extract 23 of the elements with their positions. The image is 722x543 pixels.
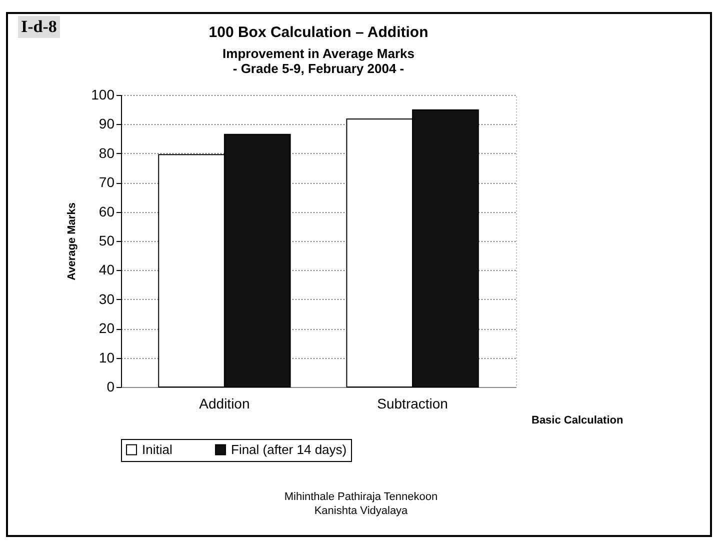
y-tick-label: 70 [98,174,115,190]
y-tick-label: 90 [98,116,115,132]
y-tick-label: 0 [106,378,115,394]
legend-label: Initial [142,442,172,457]
text: - Grade 5-9, February 2004 - [232,61,404,76]
y-tick-label: 10 [98,349,115,366]
text: Kanishta Vidyalaya [313,504,409,518]
x-axis-title: Basic Calculation [532,414,624,426]
y-tick-label: 20 [98,320,115,336]
y-tick-label: 40 [98,262,115,278]
y-tick-label: 50 [98,232,115,248]
y-tick-label: 80 [98,144,115,161]
chart-subtitle: Improvement in Average Marks [222,46,414,61]
chart-title: 100 Box Calculation – Addition [208,24,428,41]
y-tick-label: 100 [91,86,115,102]
text: Mihinthale Pathiraja Tennekoon [283,490,439,504]
x-tick-label: Addition [199,396,250,412]
legend-label: Final (after 14 days) [231,442,347,457]
y-tick-label: 60 [98,203,115,220]
x-tick-label: Subtraction [377,396,448,412]
y-tick-label: 30 [98,290,115,307]
text: I-d-8 [18,16,60,38]
y-axis-title: Average Marks [66,202,78,280]
